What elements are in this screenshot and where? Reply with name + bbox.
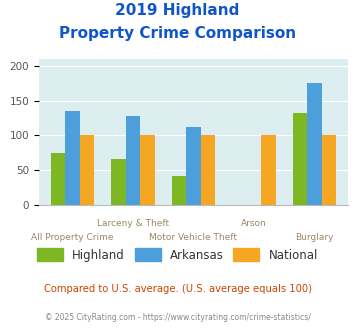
Text: Compared to U.S. average. (U.S. average equals 100): Compared to U.S. average. (U.S. average … — [44, 284, 311, 294]
Bar — [80, 135, 94, 205]
Text: Property Crime Comparison: Property Crime Comparison — [59, 26, 296, 41]
Text: 2019 Highland: 2019 Highland — [115, 3, 240, 18]
Bar — [111, 159, 126, 205]
Bar — [201, 135, 215, 205]
Bar — [126, 116, 140, 205]
Bar — [50, 153, 65, 205]
Text: © 2025 CityRating.com - https://www.cityrating.com/crime-statistics/: © 2025 CityRating.com - https://www.city… — [45, 314, 310, 322]
Bar — [140, 135, 155, 205]
Bar — [322, 135, 337, 205]
Bar — [293, 113, 307, 205]
Bar — [65, 111, 80, 205]
Text: All Property Crime: All Property Crime — [31, 233, 114, 242]
Bar — [261, 135, 276, 205]
Legend: Highland, Arkansas, National: Highland, Arkansas, National — [32, 244, 323, 266]
Bar — [307, 83, 322, 205]
Text: Arson: Arson — [241, 219, 267, 228]
Text: Burglary: Burglary — [295, 233, 334, 242]
Text: Larceny & Theft: Larceny & Theft — [97, 219, 169, 228]
Bar — [172, 176, 186, 205]
Text: Motor Vehicle Theft: Motor Vehicle Theft — [149, 233, 237, 242]
Bar — [186, 127, 201, 205]
